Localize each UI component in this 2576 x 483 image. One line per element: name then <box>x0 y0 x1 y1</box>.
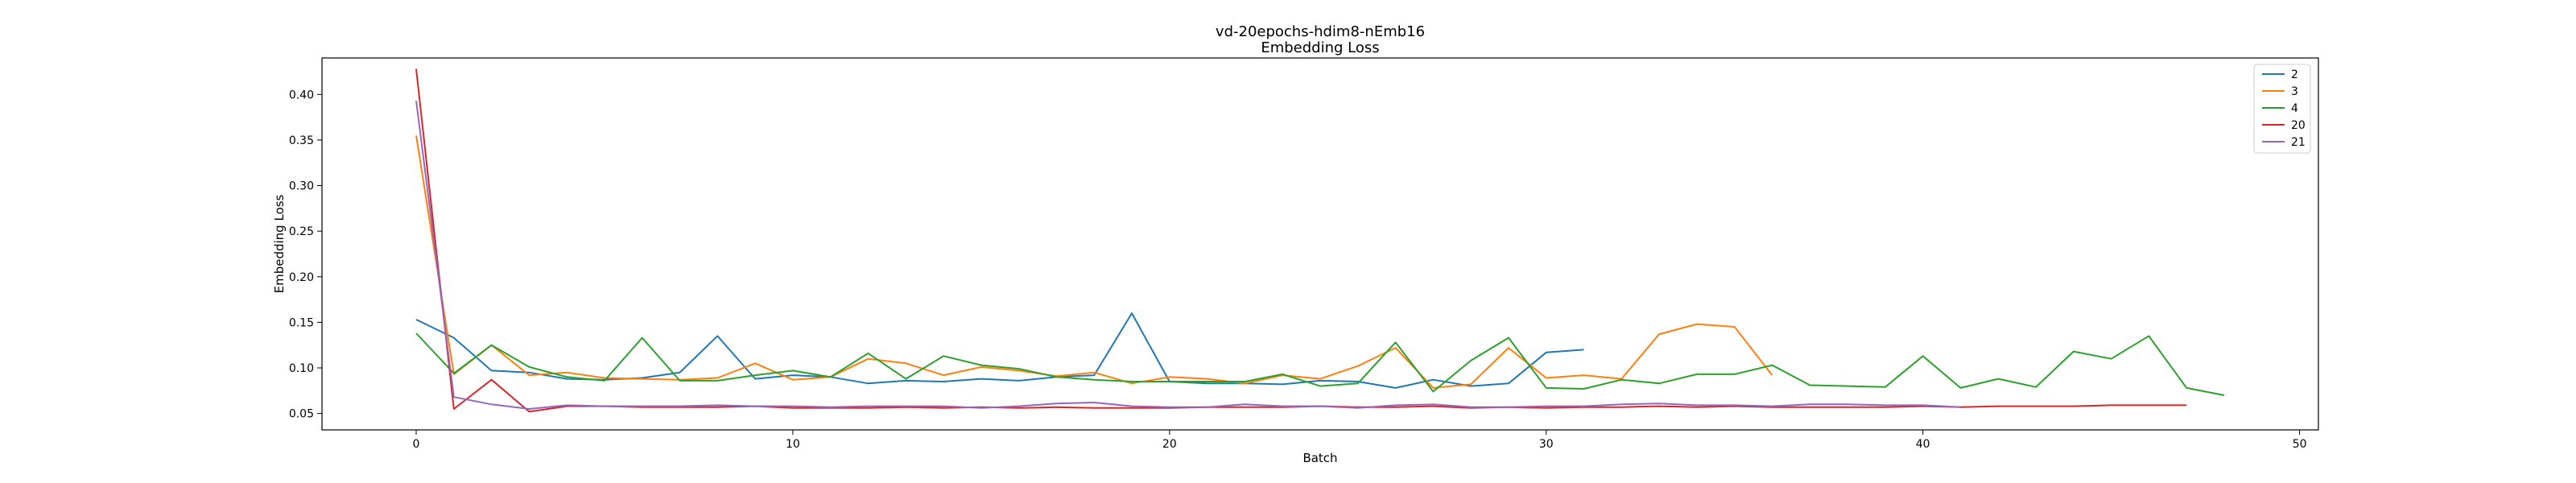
y-tick-label: 0.10 <box>289 362 314 375</box>
plot-frame <box>321 57 2319 431</box>
legend-label-3: 3 <box>2291 85 2298 98</box>
legend-label-2: 2 <box>2291 68 2298 81</box>
x-tick-label: 20 <box>1162 438 1177 451</box>
legend-label-21: 21 <box>2291 136 2306 149</box>
series-line-4 <box>415 332 2225 396</box>
chart-title: vd-20epochs-hdim8-nEmb16 <box>1216 23 1425 40</box>
x-tick-label: 0 <box>413 438 420 451</box>
x-axis-ticks: 0 10 20 30 40 50 <box>413 430 2307 451</box>
legend-label-20: 20 <box>2291 119 2306 132</box>
y-tick-label: 0.25 <box>289 225 314 238</box>
y-tick-label: 0.05 <box>289 408 314 421</box>
y-axis-ticks: 0.05 0.10 0.15 0.20 0.25 0.30 0.35 0.40 <box>289 89 322 421</box>
x-tick-label: 30 <box>1539 438 1554 451</box>
y-axis-label: Embedding Loss <box>272 194 287 293</box>
chart-subtitle: Embedding Loss <box>1261 39 1379 56</box>
x-tick-label: 50 <box>2293 438 2307 451</box>
x-axis-label: Batch <box>1302 451 1337 465</box>
y-tick-label: 0.20 <box>289 271 314 284</box>
series-line-21 <box>415 101 1961 410</box>
series-line-20 <box>415 68 2187 413</box>
y-tick-label: 0.35 <box>289 134 314 147</box>
y-tick-label: 0.30 <box>289 180 314 193</box>
legend-label-4: 4 <box>2291 102 2298 115</box>
series-line-3 <box>415 135 1773 389</box>
x-tick-label: 10 <box>786 438 800 451</box>
y-tick-label: 0.40 <box>289 89 314 101</box>
legend: 2 3 4 20 21 <box>2253 64 2311 154</box>
series-line-2 <box>415 312 1584 389</box>
x-tick-label: 40 <box>1916 438 1930 451</box>
series-layer <box>415 68 2225 413</box>
y-tick-label: 0.15 <box>289 316 314 329</box>
